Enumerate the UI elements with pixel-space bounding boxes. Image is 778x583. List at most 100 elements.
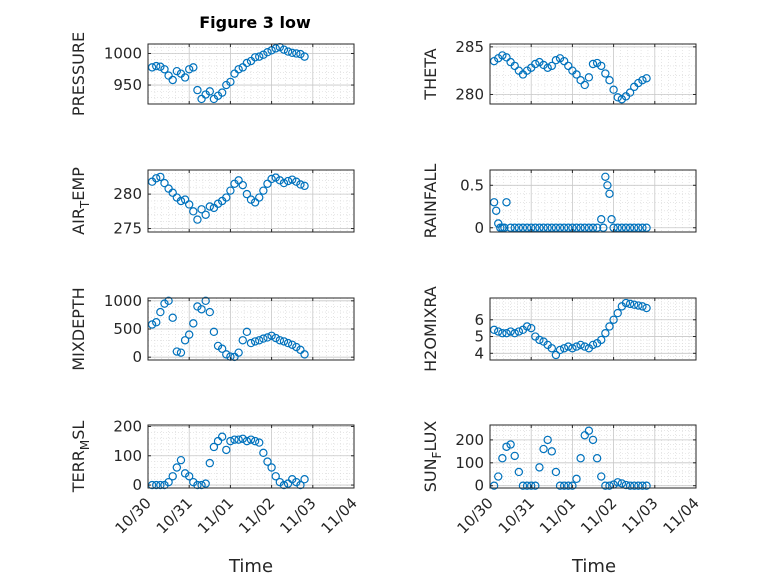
sun_flux-data-point [522,481,532,490]
h2omixra-data-point [510,328,519,338]
theta-axes-box [489,43,697,105]
air_temp-data-point [296,180,305,189]
h2omixra-data-point [564,342,573,351]
pressure-data-point [164,71,173,80]
theta-data-point [584,73,594,82]
rainfall-data-point [539,223,548,232]
terr_msl-x-tick-label: 10/30 [112,494,155,537]
pressure-data-point [296,49,305,59]
sun_flux-data-point [531,481,540,490]
theta-data-point [572,70,581,79]
pressure-data-point [263,48,272,57]
mixdepth-data-point [238,336,247,345]
pressure-data-point [168,75,177,85]
terr_msl-x-tick-label: 11/01 [194,494,237,537]
theta-data-point [625,88,635,97]
rainfall-data-point [599,223,608,232]
air_temp-data-point [292,177,301,186]
h2omixra-data-point [559,344,569,353]
mixdepth-data-point [176,348,186,357]
mixdepth-data-point [250,337,260,346]
terr_msl-data-point [267,463,276,472]
terr_msl-data-point [197,480,206,490]
sun_flux-data-point [506,440,515,449]
terr_msl-y-tick-label: 200 [113,417,142,435]
h2omixra-data-point [502,328,511,338]
air_temp-y-axis-label: AIRTEMP [69,167,92,235]
terr_msl-data-point [205,458,214,468]
sun_flux-data-point [535,463,544,472]
terr_msl-x-tick-label: 11/03 [276,494,319,537]
sun_flux-data-point [564,481,573,490]
terr_msl-data-point [246,435,256,444]
sun_flux-data-point [601,481,610,490]
mixdepth-data-point [205,307,214,317]
rainfall-data-point [531,223,540,232]
pressure-data-point [242,58,252,68]
sun_flux-x-tick-label: 11/01 [536,494,579,537]
figure-title: Figure 3 low [199,13,311,32]
h2omixra-y-tick-label: 4 [474,344,484,362]
air_temp-y-tick-label: 275 [113,220,142,238]
air_temp-data-point [226,186,235,195]
mixdepth-data-point [275,336,285,345]
terr_msl-data-point [242,436,252,446]
rainfall-data-point [580,223,589,232]
h2omixra-data-point [634,301,643,310]
rainfall-data-point [543,223,552,232]
air_temp-data-point [238,180,247,190]
rainfall-data-point [514,223,524,232]
theta-data-point [638,75,647,85]
rainfall-data-point [605,189,614,198]
theta-data-point [601,69,610,78]
air_temp-data-point [279,178,289,188]
theta-data-point [597,61,606,71]
pressure-axes-box [147,43,355,105]
sun_flux-data-point [518,481,528,490]
mixdepth-data-point [222,350,231,359]
sun_flux-data-point [576,454,585,463]
theta-data-point [564,61,573,71]
air_temp-data-point [213,199,223,208]
h2omixra-data-point [642,303,651,313]
air_temp-data-point [267,174,276,184]
pressure-data-point [283,47,293,56]
air_temp-data-point [152,174,161,183]
theta-data-point [576,75,585,85]
sun_flux-data-point [539,444,548,454]
terr_msl-ylabel-sub: M [78,440,92,450]
mixdepth-data-point [296,345,305,355]
theta-panel: 280 285 THETA [421,38,697,105]
terr_msl-data-point [226,436,235,446]
air_temp-data-point [271,173,280,182]
air_temp-data-point [222,193,231,202]
terr_msl-data-point [271,472,280,481]
h2omixra-panel: 456 H2OMIXRA [421,286,697,372]
terr_msl-data-point [152,480,161,490]
h2omixra-data-point [638,302,647,311]
rainfall-data-point [584,223,594,232]
air_temp-data-point [197,205,206,214]
rainfall-data-point [559,223,569,232]
mixdepth-data-point [283,338,293,348]
mixdepth-data-point [300,350,309,359]
rainfall-data-point [547,223,557,232]
rainfall-data-point [518,223,528,232]
sun_flux-data-point [547,447,557,456]
theta-data-point [502,53,511,62]
air_temp-data-point [283,176,293,186]
rainfall-data-point [634,223,643,232]
h2omixra-data-point [605,322,614,331]
mixdepth-data-point [255,336,264,345]
theta-y-tick-label: 285 [455,38,484,56]
sun_flux-x-tick-label: 10/30 [454,494,497,537]
sun_flux-data-point [568,481,577,490]
sun_flux-ylabel-sub: F [430,451,444,458]
h2omixra-data-point [547,344,557,353]
sun_flux-data-point [514,467,524,477]
pressure-data-point [180,73,190,82]
pressure-data-point [160,65,169,74]
theta-data-point [580,80,589,90]
air_temp-data-point [246,195,256,204]
